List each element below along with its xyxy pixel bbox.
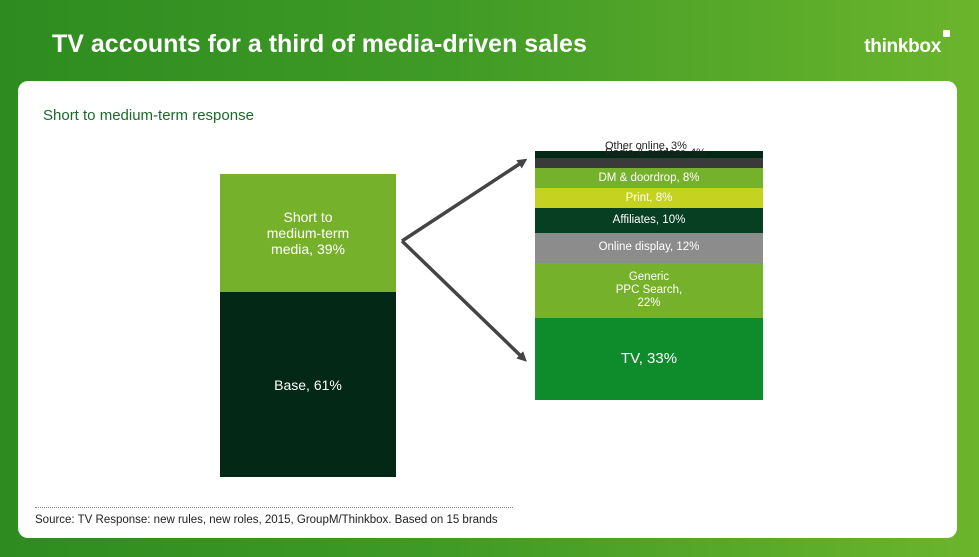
thinkbox-logo: thinkbox <box>864 30 950 58</box>
bar-segment: Affiliates, 10% <box>535 208 763 234</box>
arrow-down <box>400 239 527 362</box>
segment-label: Print, 8% <box>625 191 673 204</box>
logo-text: thinkbox <box>864 36 941 57</box>
segment-label: Online display, 12% <box>598 241 700 254</box>
bar-segment: DM & doordrop, 8% <box>535 168 763 189</box>
bar-segment: Online display, 12% <box>535 233 763 264</box>
segment-label: TV, 33% <box>620 350 678 368</box>
bar-segment <box>535 158 763 169</box>
content-panel: Short to medium-term response Short to m… <box>18 81 957 538</box>
slide-title: TV accounts for a third of media-driven … <box>52 30 587 58</box>
segment-label: Radio & outdoor, 4% <box>605 147 706 160</box>
split-arrows <box>400 158 528 362</box>
segment-label: DM & doordrop, 8% <box>598 171 700 184</box>
arrow-up <box>401 158 528 243</box>
source-note: Source: TV Response: new rules, new role… <box>35 514 498 526</box>
segment-label: Affiliates, 10% <box>612 214 686 227</box>
segment-label: Short to medium-term media, 39% <box>266 208 350 258</box>
source-divider <box>35 507 513 508</box>
bar-segment: Print, 8% <box>535 188 763 209</box>
segment-label: Base, 61% <box>274 376 342 393</box>
bar-segment: TV, 33% <box>535 317 763 400</box>
bar-segment: Base, 61% <box>220 292 396 477</box>
chart-subtitle: Short to medium-term response <box>43 107 254 124</box>
segment-label: Generic PPC Search, 22% <box>615 270 683 310</box>
bar-segment: Short to medium-term media, 39% <box>220 174 396 293</box>
segment-label: Other online, 3% <box>605 140 687 152</box>
logo-square-icon <box>943 30 950 37</box>
bar-segment <box>535 151 763 159</box>
bar-segment: Generic PPC Search, 22% <box>535 263 763 318</box>
